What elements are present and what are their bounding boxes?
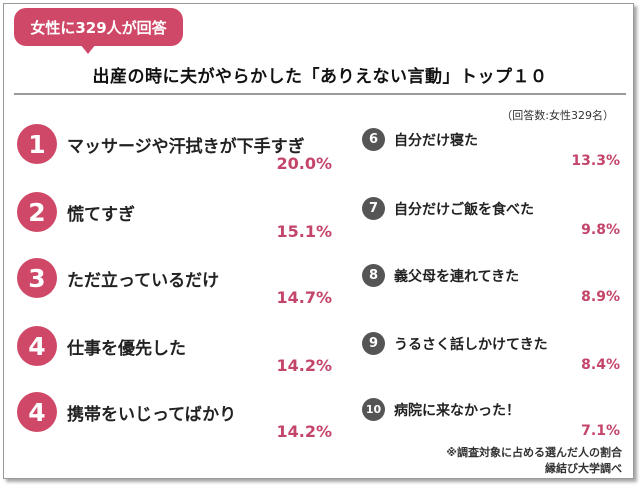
item-value: 8.4% <box>581 357 620 373</box>
respondent-note: （回答数:女性329名） <box>501 109 614 122</box>
item-value: 14.2% <box>276 422 332 441</box>
title-divider <box>14 93 626 95</box>
rank-badge: 10 <box>362 398 385 421</box>
item-value: 14.7% <box>276 288 332 307</box>
ranking-item-10: 10 病院に来なかった！ 7.1% <box>362 398 622 442</box>
ranking-item-4a: 4 仕事を優先した 14.2% <box>17 326 337 375</box>
ranking-item-9: 9 うるさく話しかけてきた 8.4% <box>362 332 622 376</box>
item-value: 9.8% <box>581 222 620 238</box>
badge-tail <box>80 44 96 54</box>
item-label: マッサージや汗拭きが下手すぎ <box>67 137 305 157</box>
footnote: ※調査対象に占める選んだ人の割合 <box>446 446 622 459</box>
item-label: 携帯をいじってばかり <box>67 405 237 425</box>
ranking-item-2: 2 慌てすぎ 15.1% <box>17 192 337 241</box>
item-value: 20.0% <box>276 154 332 173</box>
item-value: 13.3% <box>571 153 620 169</box>
rank-badge: 4 <box>17 326 57 366</box>
source-credit: 縁結び大学調べ <box>545 462 622 475</box>
ranking-item-8: 8 義父母を連れてきた 8.9% <box>362 264 622 308</box>
item-label: うるさく話しかけてきた <box>394 337 548 353</box>
item-label: 自分だけ寝た <box>394 133 478 149</box>
item-value: 14.2% <box>276 356 332 375</box>
item-value: 7.1% <box>581 423 620 439</box>
item-label: 自分だけご飯を食べた <box>394 202 534 218</box>
item-value: 8.9% <box>581 289 620 305</box>
card-frame <box>3 3 634 479</box>
rank-badge: 7 <box>362 197 385 220</box>
item-label: 病院に来なかった！ <box>394 403 520 419</box>
rank-badge: 3 <box>17 258 57 298</box>
item-value: 15.1% <box>276 222 332 241</box>
item-label: 仕事を優先した <box>67 339 186 359</box>
ranking-item-7: 7 自分だけご飯を食べた 9.8% <box>362 197 622 241</box>
rank-badge: 4 <box>17 392 57 432</box>
respondent-badge: 女性に329人が回答 <box>14 8 183 46</box>
item-label: 慌てすぎ <box>67 205 135 225</box>
chart-title: 出産の時に夫がやらかした「ありえない言動」トップ１０ <box>92 67 548 87</box>
ranking-item-4b: 4 携帯をいじってばかり 14.2% <box>17 392 337 441</box>
item-label: ただ立っているだけ <box>67 271 220 291</box>
rank-badge: 2 <box>17 192 57 232</box>
ranking-item-3: 3 ただ立っているだけ 14.7% <box>17 258 337 307</box>
item-label: 義父母を連れてきた <box>394 269 520 285</box>
ranking-item-1: 1 マッサージや汗拭きが下手すぎ 20.0% <box>17 124 337 173</box>
rank-badge: 9 <box>362 332 385 355</box>
badge-text: 女性に329人が回答 <box>30 18 167 37</box>
rank-badge: 6 <box>362 128 385 151</box>
rank-badge: 8 <box>362 264 385 287</box>
rank-badge: 1 <box>17 124 57 164</box>
ranking-item-6: 6 自分だけ寝た 13.3% <box>362 128 622 172</box>
